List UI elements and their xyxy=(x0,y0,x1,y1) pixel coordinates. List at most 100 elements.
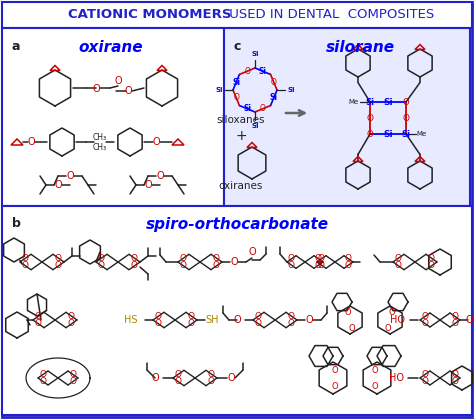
Text: O: O xyxy=(180,253,187,263)
Text: O: O xyxy=(175,370,182,379)
Text: siloxanes: siloxanes xyxy=(217,115,265,125)
Text: O: O xyxy=(114,76,122,86)
Text: O: O xyxy=(315,254,322,264)
Text: O: O xyxy=(271,78,277,87)
Text: O: O xyxy=(366,114,374,122)
Text: OH: OH xyxy=(465,315,474,325)
Text: spiro-orthocarbonate: spiro-orthocarbonate xyxy=(146,217,328,232)
Text: O: O xyxy=(68,319,75,328)
Text: Si: Si xyxy=(401,129,410,139)
Text: O: O xyxy=(92,84,100,94)
Text: O: O xyxy=(39,377,46,386)
Text: O: O xyxy=(318,261,325,270)
Text: USED IN DENTAL  COMPOSITES: USED IN DENTAL COMPOSITES xyxy=(225,8,435,21)
Text: Si: Si xyxy=(383,129,393,139)
Text: HS: HS xyxy=(125,315,138,325)
Text: O: O xyxy=(98,253,105,263)
Text: O: O xyxy=(367,129,374,139)
Text: Si: Si xyxy=(365,98,374,106)
Text: O: O xyxy=(372,365,378,375)
Text: O: O xyxy=(421,370,428,379)
Text: O: O xyxy=(188,312,195,321)
Text: O: O xyxy=(288,254,295,264)
Text: Si: Si xyxy=(287,87,295,93)
Text: O: O xyxy=(131,261,138,270)
Text: Si: Si xyxy=(383,98,393,106)
Text: O: O xyxy=(260,104,266,113)
Text: CATIONIC MONOMERS: CATIONIC MONOMERS xyxy=(68,8,232,21)
Text: O: O xyxy=(213,261,220,270)
Text: O: O xyxy=(180,261,187,270)
Text: O: O xyxy=(255,312,262,321)
FancyBboxPatch shape xyxy=(2,2,472,28)
Text: O: O xyxy=(39,370,46,379)
Text: c: c xyxy=(234,40,241,53)
Text: O: O xyxy=(124,86,132,96)
Text: O: O xyxy=(395,253,402,263)
Text: O: O xyxy=(54,180,62,190)
Text: O: O xyxy=(233,93,239,102)
Text: O: O xyxy=(188,319,195,328)
Text: O: O xyxy=(421,312,428,321)
Text: O: O xyxy=(35,319,42,328)
Text: O: O xyxy=(70,377,76,386)
Text: O: O xyxy=(389,308,395,316)
Text: O: O xyxy=(428,261,435,270)
Text: O: O xyxy=(372,382,378,391)
Text: O: O xyxy=(66,171,74,181)
Text: O: O xyxy=(349,323,356,333)
Text: O: O xyxy=(155,319,162,328)
Text: O: O xyxy=(156,171,164,181)
FancyBboxPatch shape xyxy=(224,28,470,206)
Text: Si: Si xyxy=(243,104,251,113)
Text: O: O xyxy=(68,312,75,321)
Text: O: O xyxy=(421,319,428,328)
Text: O: O xyxy=(288,319,295,328)
Text: O: O xyxy=(315,261,322,270)
Text: O: O xyxy=(131,253,138,263)
Text: O: O xyxy=(288,312,295,321)
Text: O: O xyxy=(345,254,352,264)
Text: oxirane: oxirane xyxy=(79,40,143,55)
Text: O: O xyxy=(55,253,62,263)
Text: O: O xyxy=(208,378,215,386)
Text: O: O xyxy=(385,323,392,333)
Text: b: b xyxy=(12,217,21,230)
Text: Me: Me xyxy=(417,131,427,137)
Text: a: a xyxy=(12,40,20,53)
Text: O: O xyxy=(22,253,29,263)
Text: O: O xyxy=(55,261,62,270)
Text: O: O xyxy=(345,261,352,270)
Text: O: O xyxy=(22,261,29,270)
Text: SH: SH xyxy=(205,315,219,325)
Text: O: O xyxy=(452,377,458,386)
Text: O: O xyxy=(248,247,256,257)
Text: O: O xyxy=(421,377,428,386)
Text: O: O xyxy=(175,378,182,386)
Text: O: O xyxy=(332,365,338,375)
Text: O: O xyxy=(345,308,351,316)
Text: O: O xyxy=(305,315,313,325)
Text: silorane: silorane xyxy=(326,40,394,55)
Text: HO: HO xyxy=(390,315,405,325)
Text: O: O xyxy=(151,373,159,383)
Text: O: O xyxy=(244,67,250,76)
Text: O: O xyxy=(230,257,238,267)
Text: O: O xyxy=(152,137,160,147)
Text: O: O xyxy=(213,253,220,263)
Text: Si: Si xyxy=(251,123,259,129)
Text: O: O xyxy=(318,254,325,264)
Text: O: O xyxy=(227,373,235,383)
Text: Si: Si xyxy=(251,51,259,57)
Text: O: O xyxy=(403,98,410,106)
Text: +: + xyxy=(235,129,247,143)
Text: Si: Si xyxy=(215,87,223,93)
Text: O: O xyxy=(332,382,338,391)
Text: CH₃: CH₃ xyxy=(93,132,107,142)
Text: HO: HO xyxy=(389,373,404,383)
Text: Si: Si xyxy=(259,67,267,76)
Text: CH₃: CH₃ xyxy=(93,142,107,152)
Text: O: O xyxy=(452,370,458,379)
Text: O: O xyxy=(70,370,76,379)
Text: O: O xyxy=(288,261,295,270)
